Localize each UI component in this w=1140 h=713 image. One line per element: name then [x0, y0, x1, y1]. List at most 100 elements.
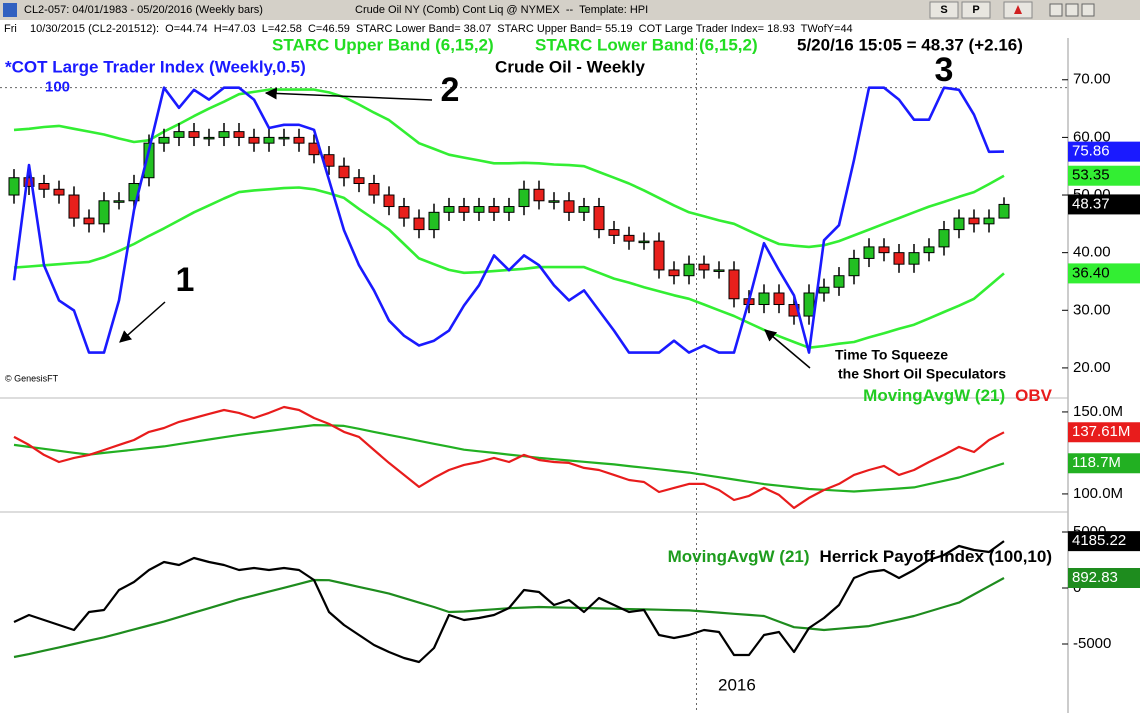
candle-body	[248, 136, 260, 144]
close-button[interactable]	[1081, 3, 1095, 17]
candle-body	[203, 136, 215, 140]
candle-body	[113, 200, 125, 203]
candle-body	[773, 292, 785, 306]
status-day: Fri	[4, 23, 17, 35]
candle-body	[848, 257, 860, 277]
candle-body	[353, 177, 365, 184]
candle-body	[683, 263, 695, 277]
candle-body	[8, 177, 20, 196]
value-box	[1068, 263, 1140, 284]
candle-body	[383, 194, 395, 208]
button[interactable]	[929, 1, 959, 19]
candle-body	[638, 240, 650, 244]
candle-body	[563, 200, 575, 213]
alert-icon	[1014, 5, 1022, 14]
candle-body	[893, 252, 905, 265]
candle-body	[443, 206, 455, 213]
series-line	[13, 405, 1005, 509]
y2-tick-label: 100	[45, 79, 70, 96]
candle-body	[698, 263, 710, 271]
legend-entry: *COT Large Trader Index (Weekly,0.5)	[5, 57, 306, 76]
candle-body	[908, 252, 920, 265]
value-box	[1068, 531, 1140, 552]
candle-body	[803, 292, 815, 317]
arrow	[119, 301, 166, 343]
legend-entry: MovingAvgW (21)	[668, 547, 810, 566]
candle-body	[158, 136, 170, 144]
minimize-button[interactable]	[1049, 3, 1063, 17]
annotations: 1 2 3 Time To Squeeze the Short Oil Spec…	[119, 51, 1006, 382]
value-box	[1068, 141, 1140, 162]
value-label: 36.40	[1072, 264, 1110, 281]
button[interactable]	[961, 1, 991, 19]
quote: 5/20/16 15:05 = 48.37 (+2.16)	[797, 35, 1023, 54]
value-box	[1068, 568, 1140, 589]
candle-body	[833, 275, 845, 288]
y-tick-label: 40.00	[1073, 244, 1111, 261]
button-label[interactable]: P	[972, 4, 979, 16]
series-line	[12, 86, 1005, 354]
candle-body	[968, 217, 980, 225]
button-label[interactable]: S	[940, 4, 947, 16]
annotation: Time To Squeeze	[835, 347, 948, 363]
series-line	[13, 424, 1005, 493]
candle-body	[653, 240, 665, 271]
toolbar: S P	[929, 1, 1095, 19]
y-tick-label: 20.00	[1073, 359, 1111, 376]
candle-body	[23, 177, 35, 187]
value-box	[1068, 165, 1140, 186]
candle-body	[668, 269, 680, 277]
candle-body	[608, 229, 620, 236]
candle-body	[998, 203, 1010, 219]
candle-body	[143, 142, 155, 179]
candle-body	[428, 211, 440, 231]
y-tick-label: 100.0M	[1073, 485, 1123, 502]
title-bar	[0, 0, 1140, 20]
value-label: 4185.22	[1072, 532, 1126, 549]
legend-entry: OBV	[1015, 386, 1053, 405]
candle-body	[278, 136, 290, 140]
y-tick-label: 150.0M	[1073, 403, 1123, 420]
series-line	[13, 88, 1005, 249]
candle-body	[488, 206, 500, 213]
candle-body	[173, 131, 185, 138]
candle-body	[983, 217, 995, 225]
legend-entry: STARC Upper Band (6,15,2)	[272, 35, 494, 54]
annotation: 3	[935, 51, 954, 89]
candle-body	[218, 131, 230, 138]
candle-body	[953, 217, 965, 231]
maximize-button[interactable]	[1065, 3, 1079, 17]
value-label: 137.61M	[1072, 423, 1130, 440]
instrument: Crude Oil NY (Comb) Cont Liq @ NYMEX -- …	[355, 4, 648, 16]
candle-body	[188, 131, 200, 138]
value-box	[1068, 422, 1140, 443]
candle-body	[53, 188, 65, 196]
candle-body	[533, 188, 545, 202]
source: © GenesisFT	[5, 373, 59, 383]
arrow	[264, 87, 433, 101]
candle-body	[458, 206, 470, 213]
window-title: CL2-057: 04/01/1983 - 05/20/2016 (Weekly…	[24, 4, 263, 16]
candle-body	[368, 182, 380, 196]
y-tick-label: 70.00	[1073, 71, 1111, 88]
candle-body	[293, 136, 305, 144]
x-tick-label: 2016	[718, 675, 756, 694]
legend-entry: STARC Lower Band (6,15,2)	[535, 35, 758, 54]
candle-body	[98, 200, 110, 225]
candle-body	[398, 206, 410, 219]
y-tick-label: 60.00	[1073, 128, 1111, 145]
annotation: 2	[441, 71, 460, 109]
candle-body	[923, 246, 935, 254]
candle-body	[518, 188, 530, 208]
candle-body	[593, 206, 605, 231]
y-tick-label: 30.00	[1073, 301, 1111, 318]
candle-body	[413, 217, 425, 231]
candle-body	[863, 246, 875, 259]
value-label: 48.37	[1072, 195, 1110, 212]
value-label: 118.7M	[1072, 454, 1121, 471]
value-label: 892.83	[1072, 569, 1118, 586]
candle-body	[578, 206, 590, 213]
y-tick-label: -5000	[1073, 635, 1111, 652]
candle-body	[878, 246, 890, 254]
